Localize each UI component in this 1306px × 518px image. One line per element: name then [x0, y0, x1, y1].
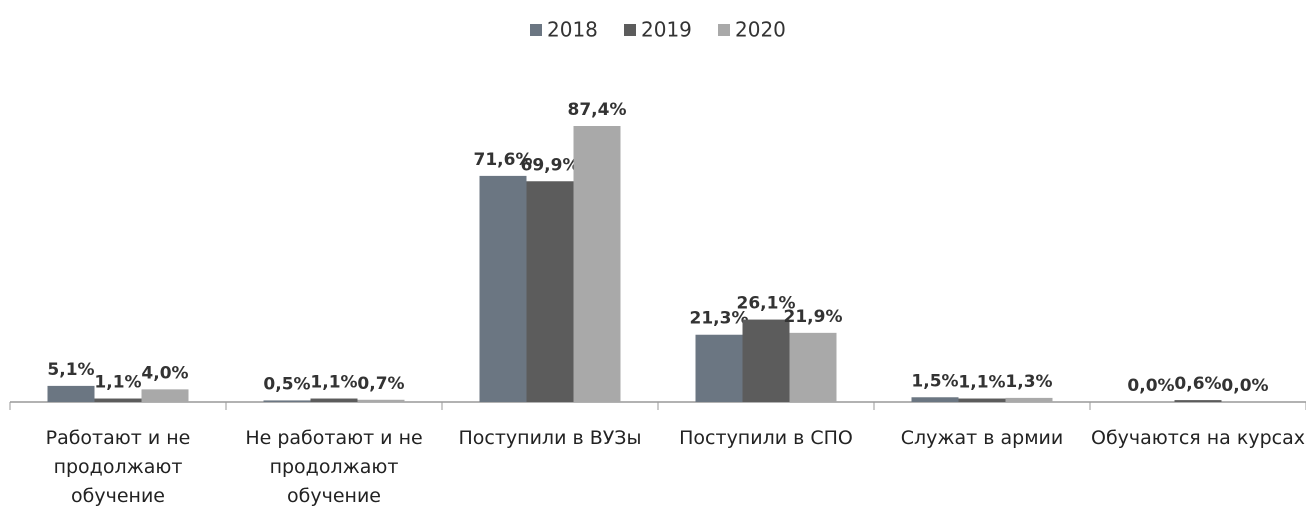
value-label: 26,1%: [737, 294, 796, 314]
value-label: 69,9%: [521, 155, 580, 175]
value-label: 1,1%: [310, 373, 357, 393]
bar: [911, 397, 959, 402]
value-label: 0,0%: [1127, 376, 1174, 396]
legend-label: 2020: [735, 18, 786, 42]
value-label: 1,5%: [911, 371, 958, 391]
value-label: 5,1%: [47, 360, 94, 380]
x-tick-label: Работают и не продолжают обучение: [45, 427, 191, 507]
bar: [1174, 400, 1222, 402]
value-label: 0,5%: [263, 374, 310, 394]
value-label: 4,0%: [141, 363, 188, 383]
x-tick-label: Поступили в СПО: [679, 427, 853, 449]
bar: [310, 398, 358, 402]
bar: [263, 400, 311, 402]
legend-swatch: [530, 24, 542, 36]
bar: [1005, 397, 1053, 402]
bar: [141, 389, 189, 402]
bar: [526, 181, 574, 402]
value-label: 21,3%: [690, 309, 749, 329]
x-tick-label: Не работают и не продолжают обучение: [245, 427, 423, 507]
bar: [695, 334, 743, 402]
legend-swatch: [624, 24, 636, 36]
bar: [479, 175, 527, 402]
value-label: 1,1%: [94, 373, 141, 393]
value-label: 1,1%: [958, 373, 1005, 393]
bar: [742, 319, 790, 402]
value-label: 1,3%: [1005, 372, 1052, 392]
legend-label: 2019: [641, 18, 692, 42]
value-label: 0,6%: [1174, 374, 1221, 394]
bar: [94, 398, 142, 402]
bar: [357, 399, 405, 402]
x-tick-label: Поступили в ВУЗы: [458, 427, 642, 449]
value-label: 0,7%: [357, 374, 404, 394]
bar: [958, 398, 1006, 402]
bar: [573, 126, 621, 402]
legend-swatch: [718, 24, 730, 36]
x-tick-label: Служат в армии: [900, 427, 1064, 449]
x-tick-label: Обучаются на курсах: [1091, 427, 1305, 449]
bar: [789, 332, 837, 402]
bar: [47, 385, 95, 402]
value-label: 21,9%: [784, 307, 843, 327]
value-label: 71,6%: [474, 150, 533, 170]
value-label: 0,0%: [1221, 376, 1268, 396]
value-label: 87,4%: [568, 100, 627, 120]
legend-label: 2018: [547, 18, 598, 42]
